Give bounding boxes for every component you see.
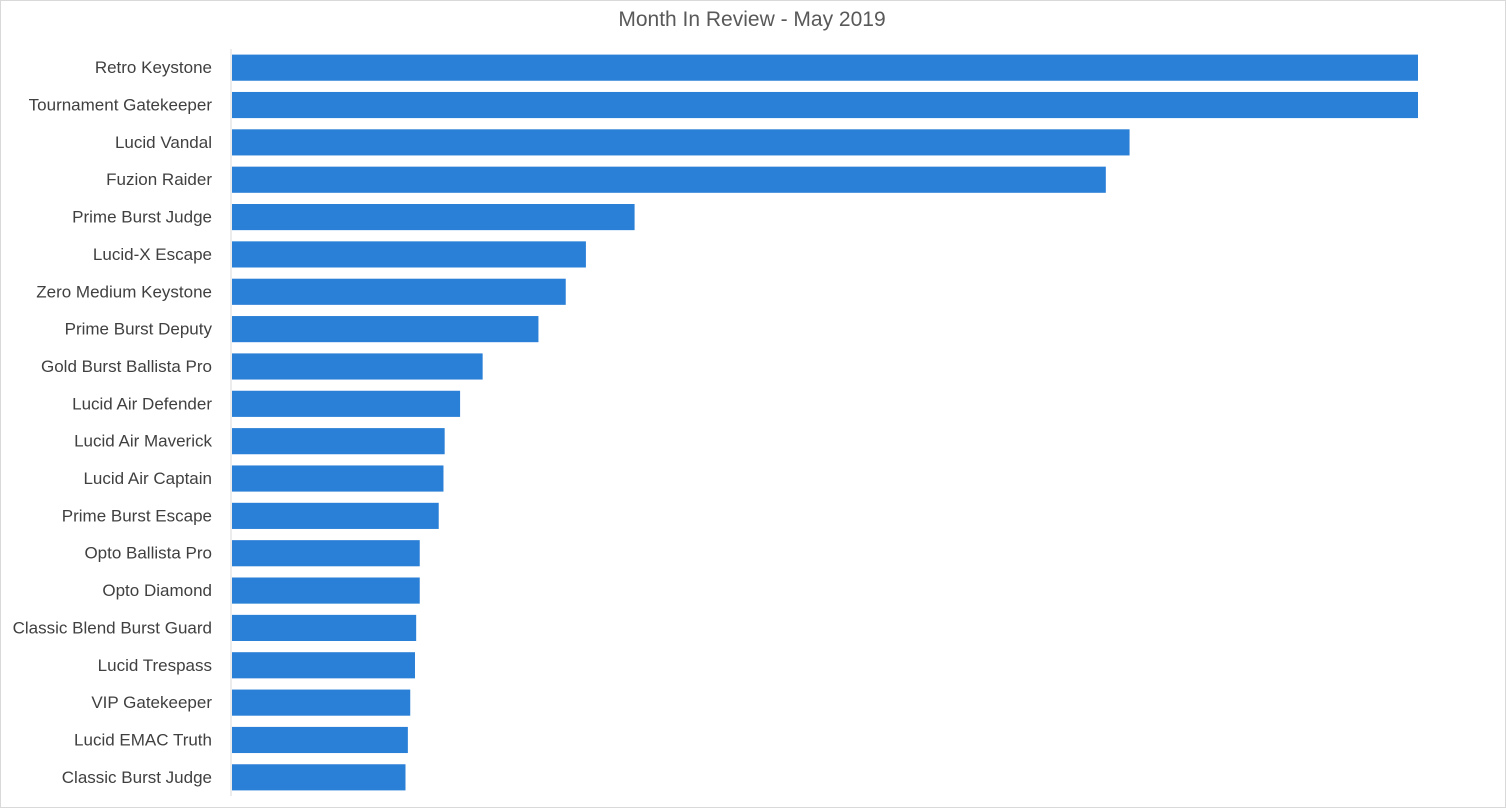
- category-label: Prime Burst Escape: [62, 506, 212, 525]
- bar: [232, 726, 408, 754]
- bar: [232, 764, 406, 791]
- bar: [232, 390, 461, 417]
- category-labels-group: Retro Keystone Tournament Gatekeeper Lucid…: [13, 58, 213, 787]
- bar: [232, 91, 1418, 119]
- bar: [232, 316, 539, 343]
- category-label: Lucid EMAC Truth: [74, 730, 212, 749]
- category-label: VIP Gatekeeper: [91, 693, 212, 712]
- bar: [232, 614, 417, 641]
- category-label: Prime Burst Deputy: [65, 320, 213, 339]
- category-label: Zero Medium Keystone: [36, 282, 212, 301]
- chart-title: Month In Review - May 2019: [618, 8, 886, 31]
- bar: [232, 465, 444, 492]
- category-label: Fuzion Raider: [106, 170, 212, 189]
- category-label: Lucid Air Defender: [72, 394, 212, 413]
- bar: [232, 652, 415, 679]
- bar: [232, 502, 439, 529]
- category-label: Lucid Air Captain: [83, 469, 212, 488]
- category-label: Lucid Air Maverick: [74, 432, 212, 451]
- category-label: Retro Keystone: [95, 58, 212, 77]
- bar: [232, 353, 483, 380]
- bar: [232, 540, 420, 567]
- bars-group: [232, 54, 1418, 791]
- category-label: Tournament Gatekeeper: [29, 96, 213, 115]
- bar: [232, 129, 1130, 156]
- category-label: Lucid Trespass: [98, 656, 212, 675]
- bar: [232, 577, 420, 604]
- category-label: Classic Burst Judge: [62, 768, 212, 787]
- bar: [232, 166, 1106, 193]
- bar: [232, 241, 586, 268]
- category-label: Lucid Vandal: [115, 133, 212, 152]
- category-label: Lucid-X Escape: [93, 245, 212, 264]
- category-label: Classic Blend Burst Guard: [13, 618, 212, 637]
- category-label: Opto Diamond: [102, 581, 212, 600]
- category-label: Gold Burst Ballista Pro: [41, 357, 212, 376]
- bar: [232, 204, 635, 231]
- category-label: Prime Burst Judge: [72, 208, 212, 227]
- bar: [232, 689, 411, 716]
- bar: [232, 54, 1418, 81]
- bar: [232, 428, 445, 455]
- category-label: Opto Ballista Pro: [84, 544, 212, 563]
- bar: [232, 278, 566, 305]
